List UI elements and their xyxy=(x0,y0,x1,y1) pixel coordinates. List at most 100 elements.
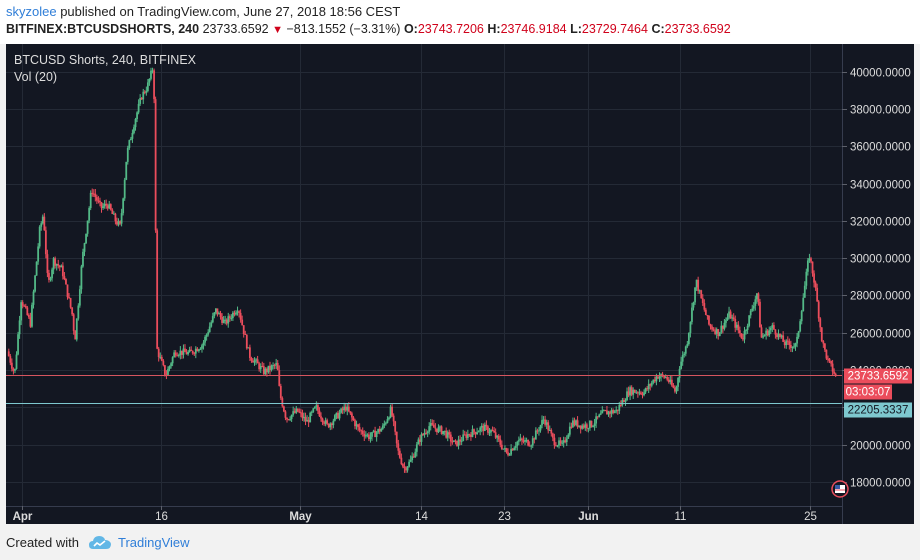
candle xyxy=(208,322,211,333)
candle xyxy=(457,435,460,450)
candle xyxy=(502,448,505,450)
candle-body xyxy=(388,417,390,420)
candle xyxy=(468,433,471,437)
candle xyxy=(54,256,57,269)
candle xyxy=(666,375,669,382)
candle-body xyxy=(12,368,15,371)
candle xyxy=(383,420,386,429)
candle xyxy=(772,322,775,330)
candle-body xyxy=(712,329,715,331)
candle xyxy=(388,416,390,421)
candle-body xyxy=(417,439,420,445)
candle xyxy=(159,352,162,360)
candle-body xyxy=(683,353,686,356)
candle-body xyxy=(734,318,737,328)
candle xyxy=(709,323,712,330)
candle xyxy=(749,308,752,319)
candle xyxy=(279,383,282,400)
candle xyxy=(565,435,568,447)
candle xyxy=(601,406,604,414)
author-link[interactable]: skyzolee xyxy=(6,4,57,19)
candle xyxy=(448,429,451,439)
time-tick-label: Apr xyxy=(13,511,33,523)
candle-body xyxy=(618,404,621,411)
candle xyxy=(29,312,32,328)
candle xyxy=(20,300,23,326)
candle-body xyxy=(800,311,803,322)
flag-icon[interactable] xyxy=(831,480,849,498)
candle-body xyxy=(672,385,675,388)
candle-body xyxy=(392,415,395,422)
candle xyxy=(789,340,792,352)
tradingview-cloud-icon[interactable] xyxy=(88,534,112,557)
candle xyxy=(258,361,261,372)
candle-body xyxy=(355,424,358,427)
candle xyxy=(542,416,545,424)
candle xyxy=(431,419,434,426)
candle-body xyxy=(267,365,270,373)
candle-body xyxy=(488,432,491,434)
candle xyxy=(525,437,528,443)
candle xyxy=(332,418,335,429)
candle xyxy=(610,407,613,418)
candle xyxy=(402,463,404,469)
candle xyxy=(630,385,633,397)
high-label: H: xyxy=(487,22,501,36)
candle xyxy=(317,402,319,414)
candle-body xyxy=(782,335,785,342)
candle-body xyxy=(259,366,262,370)
candle-body xyxy=(252,360,254,363)
candle-body xyxy=(755,293,758,300)
candle xyxy=(701,294,704,306)
candle xyxy=(199,347,202,351)
candle xyxy=(173,350,176,358)
candle-body xyxy=(205,334,208,337)
candle-body xyxy=(275,362,278,366)
candle-body xyxy=(236,311,239,313)
candle-body xyxy=(153,70,155,100)
tradingview-link[interactable]: TradingView xyxy=(118,535,190,550)
candle xyxy=(409,455,412,463)
candle-body xyxy=(54,258,57,266)
candle xyxy=(201,343,203,353)
candle xyxy=(125,161,128,181)
candle-body xyxy=(326,420,329,424)
candle xyxy=(553,433,556,449)
candle-body xyxy=(239,312,242,320)
candle-body xyxy=(293,411,296,413)
candle xyxy=(681,351,684,366)
candle-body xyxy=(456,440,458,446)
candle xyxy=(49,276,52,282)
candle xyxy=(559,437,562,446)
chart-container[interactable]: 18000.000020000.000022000.000024000.0000… xyxy=(6,44,914,524)
candle xyxy=(185,349,188,355)
candle-body xyxy=(334,415,336,421)
candle-body xyxy=(20,302,23,321)
candle-body xyxy=(592,426,594,428)
candle-body xyxy=(419,439,421,442)
candle xyxy=(38,225,41,249)
candle xyxy=(300,408,302,418)
candle-body xyxy=(369,436,372,440)
candle xyxy=(672,383,675,389)
candle xyxy=(796,332,798,348)
candle xyxy=(60,264,63,268)
candle-body xyxy=(548,429,551,431)
candle-body xyxy=(347,406,350,412)
candle-body xyxy=(412,456,415,458)
candle xyxy=(621,397,624,407)
close-label: C: xyxy=(651,22,665,36)
candle-body xyxy=(230,317,233,319)
candle-body xyxy=(511,448,514,451)
candle xyxy=(575,419,577,427)
candle-body xyxy=(786,340,789,342)
candle-body xyxy=(40,223,43,227)
candle xyxy=(123,177,126,201)
candle-body xyxy=(635,392,638,394)
price-chart[interactable]: 18000.000020000.000022000.000024000.0000… xyxy=(6,44,914,524)
candle-body xyxy=(357,424,359,428)
candle xyxy=(190,346,193,351)
candle-body xyxy=(300,412,302,414)
candle xyxy=(23,304,26,307)
candle xyxy=(793,342,795,349)
